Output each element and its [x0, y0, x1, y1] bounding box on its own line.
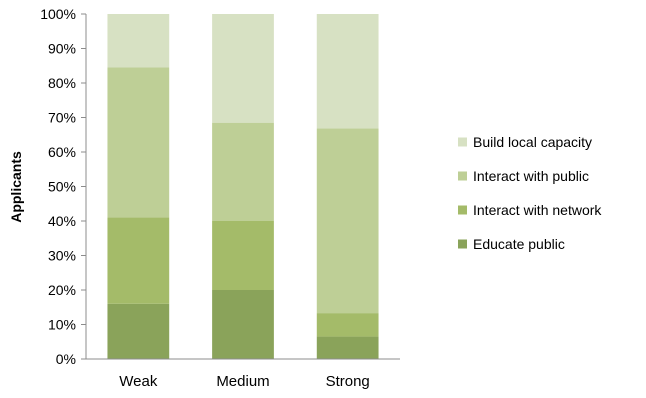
y-tick-label: 70%	[48, 110, 76, 126]
y-tick-label: 100%	[40, 6, 76, 22]
y-tick-label: 40%	[48, 213, 76, 229]
bar-segment-strong-build-local-capacity	[316, 14, 379, 129]
bar-segment-weak-build-local-capacity	[107, 14, 170, 68]
bar-segment-weak-interact-with-network	[107, 217, 170, 304]
bar-segment-medium-interact-with-network	[212, 221, 274, 290]
x-tick-label: Medium	[216, 373, 269, 390]
legend-item: Build local capacity	[458, 134, 592, 150]
legend-label: Educate public	[473, 236, 565, 252]
y-tick-label: 50%	[48, 179, 76, 195]
legend-item: Educate public	[458, 236, 565, 252]
y-tick-label: 60%	[48, 144, 76, 160]
x-labels-group: Weak Medium Strong	[119, 373, 369, 390]
y-tick-label: 30%	[48, 248, 76, 264]
legend-swatch	[458, 205, 467, 215]
x-tick-label: Strong	[326, 373, 370, 390]
bar-segment-medium-educate-public	[212, 290, 274, 359]
bars-group	[107, 14, 379, 359]
x-tick-label: Weak	[119, 373, 158, 390]
legend-item: Interact with network	[458, 202, 602, 218]
legend-label: Interact with public	[473, 168, 589, 184]
y-tick-label: 90%	[48, 41, 76, 57]
legend: Build local capacity Interact with public…	[458, 134, 602, 252]
legend-label: Build local capacity	[473, 134, 592, 150]
y-tick-label: 80%	[48, 75, 76, 91]
bar-segment-weak-interact-with-public	[107, 67, 170, 218]
legend-label: Interact with network	[473, 202, 602, 218]
legend-swatch	[458, 171, 467, 181]
bar-segment-strong-educate-public	[316, 336, 379, 359]
bar-segment-strong-interact-with-network	[316, 313, 379, 337]
bar-segment-medium-build-local-capacity	[212, 14, 274, 123]
legend-item: Interact with public	[458, 168, 589, 184]
legend-swatch	[458, 239, 467, 249]
y-ticks-group: 0% 10% 20% 30% 40% 50% 60% 70% 80% 90% 100%	[40, 6, 86, 367]
y-axis-label: Applicants	[8, 151, 24, 223]
bar-segment-strong-interact-with-public	[316, 128, 379, 314]
bar-segment-medium-interact-with-public	[212, 122, 274, 221]
bar-segment-weak-educate-public	[107, 303, 170, 359]
legend-swatch	[458, 137, 467, 147]
y-tick-label: 0%	[56, 351, 76, 367]
y-tick-label: 20%	[48, 282, 76, 298]
y-tick-label: 10%	[48, 317, 76, 333]
